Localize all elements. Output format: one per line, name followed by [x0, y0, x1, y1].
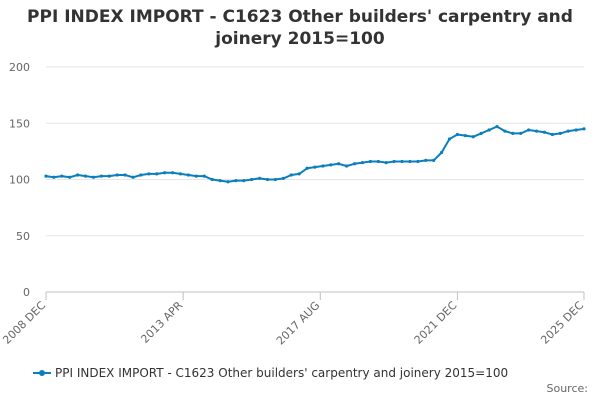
y-tick-label: 50 — [16, 230, 30, 243]
data-point[interactable] — [226, 180, 230, 184]
data-point[interactable] — [550, 132, 554, 137]
data-point[interactable] — [147, 172, 151, 176]
data-point[interactable] — [337, 162, 341, 166]
data-point[interactable] — [471, 135, 475, 139]
data-point[interactable] — [503, 129, 507, 133]
data-point[interactable] — [511, 131, 515, 135]
series-layer — [44, 125, 586, 184]
data-point[interactable] — [352, 162, 357, 166]
data-point[interactable] — [479, 131, 483, 135]
data-point[interactable] — [534, 129, 539, 133]
data-point[interactable] — [487, 128, 491, 132]
x-tick-label: 2017 AUG — [274, 299, 323, 348]
data-point[interactable] — [566, 129, 570, 133]
data-point[interactable] — [305, 166, 309, 170]
data-point[interactable] — [558, 131, 562, 135]
y-tick-label: 150 — [9, 117, 30, 130]
data-point[interactable] — [432, 158, 436, 162]
series-line — [45, 125, 585, 183]
data-point[interactable] — [234, 179, 238, 183]
data-point[interactable] — [447, 137, 452, 141]
data-point[interactable] — [527, 128, 531, 132]
data-point[interactable] — [329, 163, 333, 167]
y-tick-label: 200 — [9, 61, 30, 74]
data-point[interactable] — [297, 172, 301, 176]
data-point[interactable] — [582, 127, 586, 131]
data-point[interactable] — [574, 128, 578, 132]
data-point[interactable] — [83, 174, 88, 178]
data-point[interactable] — [123, 173, 127, 177]
data-point[interactable] — [258, 176, 262, 180]
data-point[interactable] — [163, 171, 167, 175]
data-point[interactable] — [455, 132, 460, 137]
data-point[interactable] — [131, 175, 135, 179]
data-point[interactable] — [186, 173, 191, 177]
chart-title: PPI INDEX IMPORT - C1623 Other builders'… — [0, 6, 600, 50]
data-point[interactable] — [392, 159, 396, 164]
data-point[interactable] — [68, 175, 72, 179]
x-tick-label: 2021 DEC — [412, 299, 460, 347]
data-point[interactable] — [202, 174, 206, 178]
data-point[interactable] — [519, 131, 523, 135]
data-point[interactable] — [439, 150, 444, 155]
gridlines — [46, 66, 584, 293]
data-point[interactable] — [52, 175, 56, 179]
data-point[interactable] — [376, 159, 380, 164]
data-point[interactable] — [289, 173, 293, 177]
data-point[interactable] — [210, 177, 214, 182]
data-point[interactable] — [60, 174, 64, 178]
data-point[interactable] — [115, 173, 119, 177]
legend[interactable]: PPI INDEX IMPORT - C1623 Other builders'… — [33, 366, 508, 380]
y-tick-label: 0 — [23, 286, 30, 299]
data-point[interactable] — [495, 125, 499, 129]
data-point[interactable] — [250, 177, 254, 182]
x-tick-label: 2025 DEC — [538, 299, 586, 347]
data-point[interactable] — [155, 172, 159, 176]
y-tick-label: 100 — [9, 174, 30, 187]
chart-title-line-1: PPI INDEX IMPORT - C1623 Other builders'… — [27, 7, 573, 27]
data-point[interactable] — [218, 179, 222, 183]
legend-swatch-icon — [33, 367, 51, 379]
x-axis: 2008 DEC 2013 APR 2017 AUG 2021 DEC 2025 DEC — [0, 292, 586, 347]
data-point[interactable] — [281, 176, 285, 180]
data-point[interactable] — [76, 173, 80, 177]
data-point[interactable] — [265, 177, 270, 182]
data-point[interactable] — [321, 164, 325, 168]
data-point[interactable] — [463, 134, 467, 138]
data-point[interactable] — [345, 164, 349, 168]
data-point[interactable] — [91, 175, 96, 179]
legend-label: PPI INDEX IMPORT - C1623 Other builders'… — [55, 366, 509, 380]
data-point[interactable] — [313, 165, 317, 169]
y-axis-ticks: 0 50 100 150 200 — [9, 61, 30, 299]
data-point[interactable] — [400, 159, 404, 164]
data-point[interactable] — [44, 174, 48, 178]
data-point[interactable] — [416, 159, 420, 164]
source-label: Source: — [546, 382, 589, 395]
data-point[interactable] — [99, 174, 103, 178]
data-point[interactable] — [273, 177, 278, 182]
data-point[interactable] — [139, 173, 143, 177]
data-point[interactable] — [242, 179, 246, 183]
data-point[interactable] — [194, 174, 198, 178]
data-point[interactable] — [360, 161, 365, 165]
data-point[interactable] — [384, 161, 388, 165]
data-point[interactable] — [424, 158, 428, 162]
chart-title-line-2: joinery 2015=100 — [215, 29, 385, 49]
data-point[interactable] — [170, 171, 175, 175]
data-point[interactable] — [107, 174, 111, 178]
data-point[interactable] — [178, 172, 183, 176]
x-tick-label: 2013 APR — [138, 299, 185, 346]
data-point[interactable] — [408, 159, 412, 164]
x-tick-label: 2008 DEC — [0, 299, 48, 347]
data-point[interactable] — [542, 130, 547, 134]
data-point[interactable] — [368, 159, 372, 164]
